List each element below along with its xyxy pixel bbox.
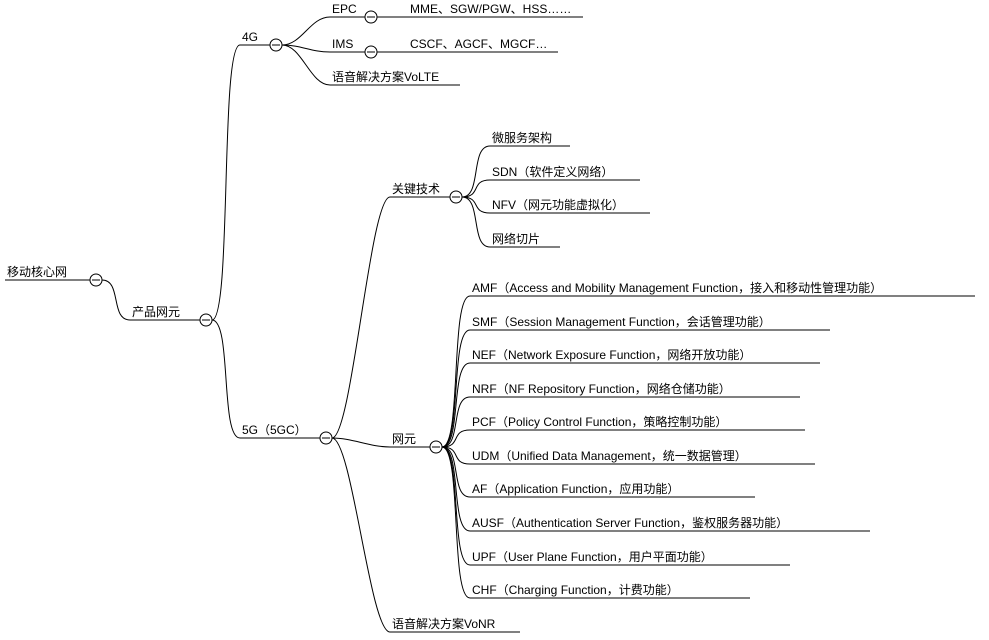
node-label: AMF（Access and Mobility Management Funct…	[472, 280, 882, 295]
node-key_3: NFV（网元功能虚拟化）	[490, 198, 650, 213]
node-label: EPC	[332, 2, 357, 16]
node-key: 关键技术	[390, 182, 462, 203]
node-5g: 5G（5GC）	[240, 423, 332, 444]
node-label: UDM（Unified Data Management，统一数据管理）	[472, 448, 747, 463]
connector	[282, 45, 330, 85]
node-label: NEF（Network Exposure Function，网络开放功能）	[472, 347, 751, 362]
node-4g: 4G	[240, 30, 282, 51]
node-ne: 网元	[390, 432, 442, 453]
node-label: NRF（NF Repository Function，网络仓储功能）	[472, 381, 731, 396]
node-epc: EPC	[330, 2, 377, 23]
node-label: UPF（User Plane Function，用户平面功能）	[472, 549, 713, 564]
connector	[332, 197, 390, 438]
connector	[212, 320, 240, 438]
node-label: AF（Application Function，应用功能）	[472, 481, 679, 496]
node-key_4: 网络切片	[490, 231, 560, 247]
node-ne_8: AUSF（Authentication Server Function，鉴权服务…	[470, 515, 870, 531]
node-label: AUSF（Authentication Server Function，鉴权服务…	[472, 515, 788, 530]
connector	[442, 447, 470, 565]
node-ne_5: PCF（Policy Control Function，策略控制功能）	[470, 414, 805, 430]
connector	[332, 438, 390, 632]
node-prod: 产品网元	[130, 305, 212, 326]
node-label: NFV（网元功能虚拟化）	[492, 198, 624, 212]
node-label: 微服务架构	[492, 130, 552, 145]
node-key_2: SDN（软件定义网络）	[490, 164, 640, 180]
node-key_1: 微服务架构	[490, 130, 570, 146]
node-label: SDN（软件定义网络）	[492, 164, 613, 179]
node-ne_3: NEF（Network Exposure Function，网络开放功能）	[470, 347, 820, 363]
node-root: 移动核心网	[5, 265, 102, 286]
node-ne_1: AMF（Access and Mobility Management Funct…	[470, 280, 975, 296]
connector	[462, 180, 490, 197]
node-label: 语音解决方案VoNR	[392, 616, 496, 631]
mindmap-diagram: 移动核心网产品网元 4G EPC MME、SGW/PGW、HSS…… IMS CSCF、A…	[0, 0, 989, 640]
node-ne_9: UPF（User Plane Function，用户平面功能）	[470, 549, 790, 565]
node-label: 移动核心网	[7, 265, 67, 279]
node-epc_d: MME、SGW/PGW、HSS……	[408, 2, 583, 17]
node-vonr: 语音解决方案VoNR	[390, 616, 520, 632]
node-label: IMS	[332, 37, 353, 51]
node-label: CHF（Charging Function，计费功能）	[472, 583, 679, 597]
node-label: MME、SGW/PGW、HSS……	[410, 2, 571, 16]
connector	[212, 45, 240, 320]
connector	[442, 330, 470, 447]
connector	[282, 45, 330, 52]
node-ne_7: AF（Application Function，应用功能）	[470, 481, 755, 497]
node-label: CSCF、AGCF、MGCF…	[410, 37, 547, 51]
node-label: PCF（Policy Control Function，策略控制功能）	[472, 414, 727, 429]
node-ne_4: NRF（NF Repository Function，网络仓储功能）	[470, 381, 800, 397]
node-volte: 语音解决方案VoLTE	[330, 69, 460, 85]
connector	[462, 197, 490, 213]
node-ims_d: CSCF、AGCF、MGCF…	[408, 37, 558, 52]
connector	[332, 438, 390, 447]
node-ne_10: CHF（Charging Function，计费功能）	[470, 583, 750, 598]
node-label: SMF（Session Management Function，会话管理功能）	[472, 314, 771, 329]
node-ne_2: SMF（Session Management Function，会话管理功能）	[470, 314, 830, 330]
node-ne_6: UDM（Unified Data Management，统一数据管理）	[470, 448, 815, 464]
node-label: 语音解决方案VoLTE	[332, 69, 439, 84]
node-label: 5G（5GC）	[242, 423, 307, 437]
connector	[282, 17, 330, 45]
node-label: 网络切片	[492, 231, 540, 246]
node-label: 4G	[242, 30, 258, 44]
node-label: 产品网元	[132, 305, 180, 319]
node-label: 网元	[392, 432, 416, 446]
connector	[102, 280, 130, 320]
node-ims: IMS	[330, 37, 377, 58]
node-label: 关键技术	[392, 182, 440, 196]
